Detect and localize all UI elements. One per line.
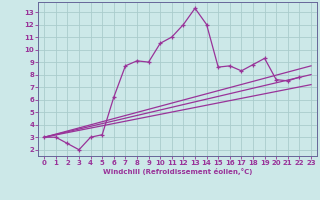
X-axis label: Windchill (Refroidissement éolien,°C): Windchill (Refroidissement éolien,°C) xyxy=(103,168,252,175)
